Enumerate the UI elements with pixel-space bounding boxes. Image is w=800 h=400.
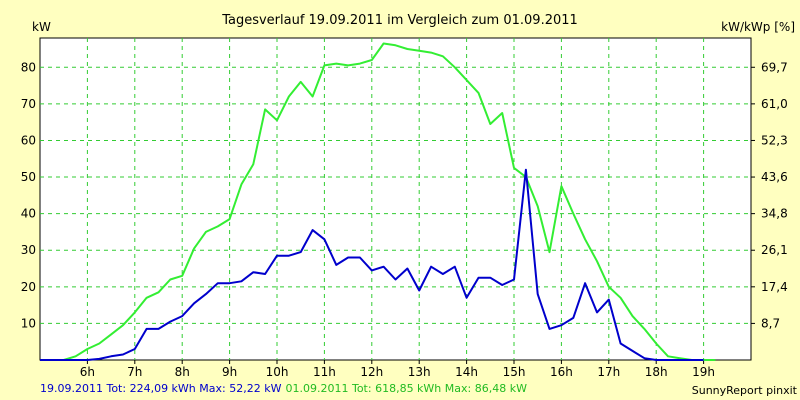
x-tick-label: 15h [503, 365, 526, 379]
x-tick-label: 9h [222, 365, 237, 379]
plot-area [39, 37, 752, 361]
x-tick-label: 8h [175, 365, 190, 379]
y-tick-label-left: 40 [21, 207, 36, 221]
y-tick-label-left: 50 [21, 170, 36, 184]
x-tick-label: 13h [408, 365, 431, 379]
axis-ticks: 6h 7h 8h 9h 10h 11h 12h 13h 14h 15h 16h 17h 18h 19h 10… [21, 60, 788, 379]
y-tick-label-right: 61,0 [761, 97, 788, 111]
x-tick-label: 11h [313, 365, 336, 379]
y-tick-label-right: 8,7 [761, 316, 780, 330]
y-axis-label-left: kW [32, 20, 51, 34]
credit-label: SunnyReport pinxit [692, 384, 798, 397]
y-tick-label-left: 30 [21, 243, 36, 257]
y-tick-label-right: 26,1 [761, 243, 788, 257]
y-tick-label-left: 20 [21, 280, 36, 294]
y-tick-label-left: 10 [21, 316, 36, 330]
grid [40, 38, 751, 360]
x-tick-label: 18h [645, 365, 668, 379]
y-tick-label-left: 80 [21, 60, 36, 74]
x-tick-label: 14h [455, 365, 478, 379]
series-line-2 [40, 42, 716, 361]
legend-series-2: 01.09.2011 Tot: 618,85 kWh Max: 86,48 kW [286, 382, 528, 395]
series [40, 42, 716, 361]
chart-title: Tagesverlauf 19.09.2011 im Vergleich zum… [221, 13, 578, 28]
x-tick-label: 19h [692, 365, 715, 379]
y-tick-label-right: 52,3 [761, 133, 788, 147]
legend-series-1: 19.09.2011 Tot: 224,09 kWh Max: 52,22 kW [40, 382, 282, 395]
y-tick-label-right: 34,8 [761, 207, 788, 221]
y-tick-label-left: 60 [21, 133, 36, 147]
y-tick-label-right: 43,6 [761, 170, 788, 184]
x-tick-label: 6h [80, 365, 95, 379]
x-tick-label: 10h [266, 365, 289, 379]
y-tick-label-left: 70 [21, 97, 36, 111]
y-tick-label-right: 17,4 [761, 280, 788, 294]
y-tick-label-right: 69,7 [761, 60, 788, 74]
x-tick-label: 7h [127, 365, 142, 379]
x-tick-label: 16h [550, 365, 573, 379]
x-tick-label: 17h [597, 365, 620, 379]
y-axis-label-right: kW/kWp [%] [721, 20, 795, 34]
x-tick-label: 12h [360, 365, 383, 379]
series-line-1 [40, 168, 704, 361]
